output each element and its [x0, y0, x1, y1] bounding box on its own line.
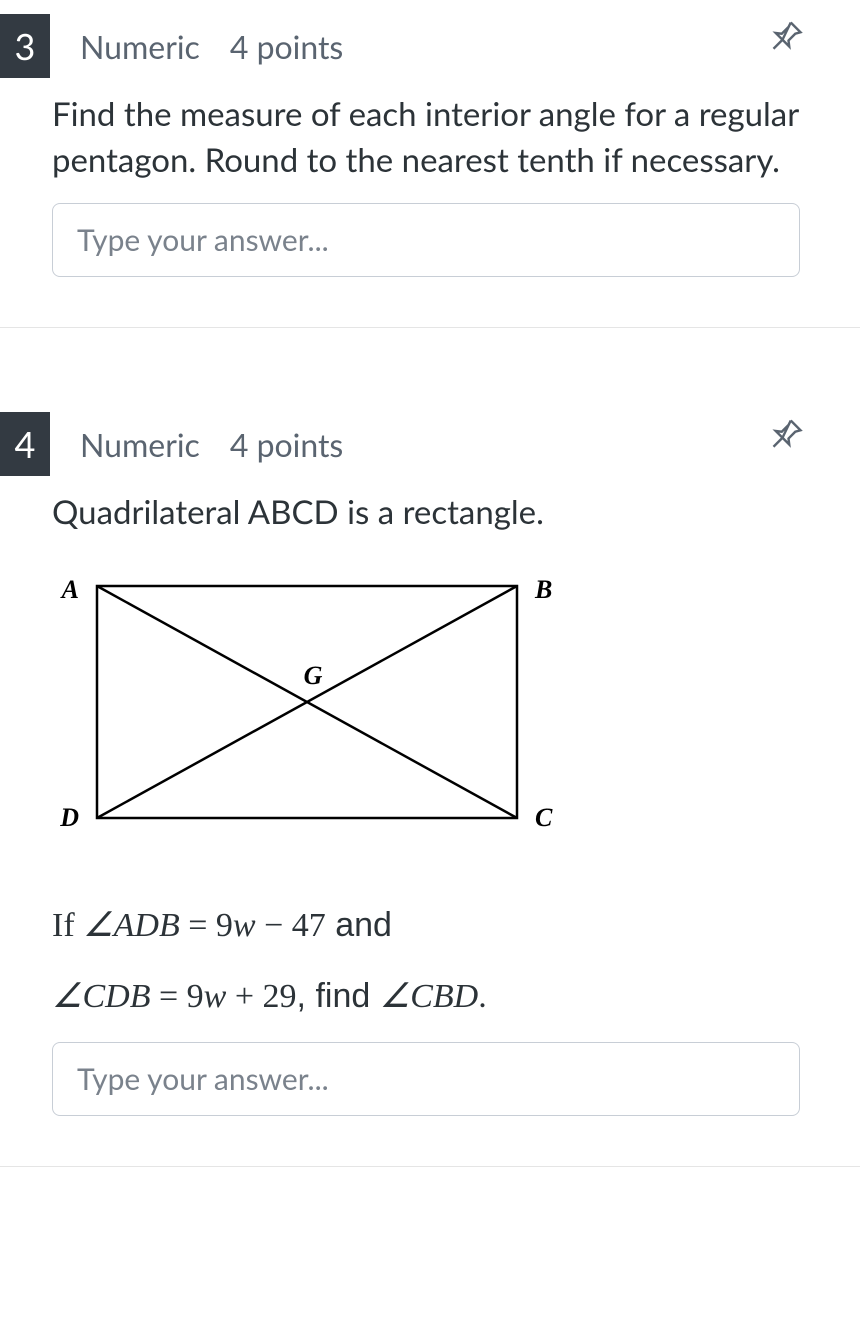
- question-body: Quadrilateral ABCD is a rectangle. A B C D G…: [0, 490, 860, 1116]
- pin-icon[interactable]: [769, 416, 805, 452]
- question-header: 4 Numeric 4 points: [0, 398, 860, 490]
- rectangle-diagram: A B C D G: [52, 566, 800, 870]
- question-4: 4 Numeric 4 points Quadrilateral ABCD is…: [0, 398, 860, 1167]
- math-line-1: If ∠ADB = 9w − 47 and: [52, 900, 800, 951]
- question-3: 3 Numeric 4 points Find the measure of e…: [0, 0, 860, 328]
- question-number-badge: 4: [0, 412, 50, 476]
- svg-text:C: C: [535, 803, 553, 832]
- question-header: 3 Numeric 4 points: [0, 0, 860, 92]
- svg-text:D: D: [59, 803, 79, 832]
- math-line-2: ∠CDB = 9w + 29, find ∠CBD.: [52, 971, 800, 1022]
- question-intro-text: Quadrilateral ABCD is a rectangle.: [52, 490, 800, 536]
- svg-text:A: A: [60, 575, 79, 604]
- question-type-label: Numeric: [80, 27, 200, 66]
- svg-text:G: G: [304, 661, 323, 690]
- question-type-label: Numeric: [80, 425, 200, 464]
- question-number-badge: 3: [0, 14, 50, 78]
- question-points-label: 4 points: [230, 425, 343, 464]
- question-body: Find the measure of each interior angle …: [0, 92, 860, 277]
- answer-input[interactable]: [52, 1042, 800, 1116]
- svg-text:B: B: [534, 575, 552, 604]
- question-points-label: 4 points: [230, 27, 343, 66]
- answer-input[interactable]: [52, 203, 800, 277]
- question-text: Find the measure of each interior angle …: [52, 92, 800, 183]
- pin-icon[interactable]: [769, 18, 805, 54]
- math-expression: If ∠ADB = 9w − 47 and ∠CDB = 9w + 29, fi…: [52, 900, 800, 1022]
